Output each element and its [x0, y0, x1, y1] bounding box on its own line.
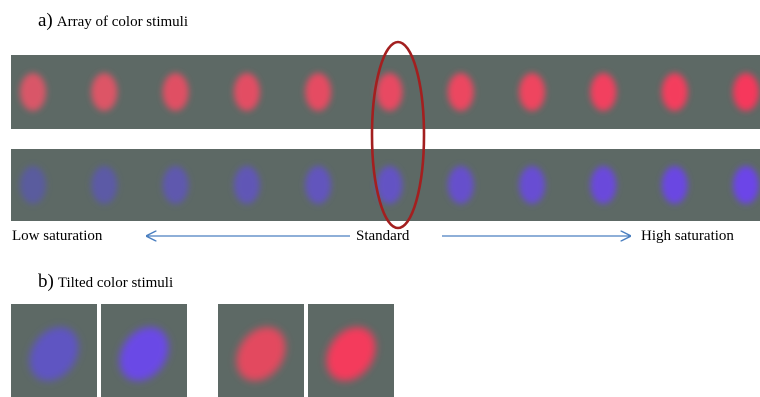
red-stimulus: [233, 73, 260, 111]
tilted-stimulus-ellipse: [326, 327, 376, 381]
panel-a-caption: Array of color stimuli: [56, 14, 188, 30]
red-stimulus: [590, 73, 617, 111]
blue-stimulus: [162, 166, 189, 204]
blue-stimulus: [661, 166, 688, 204]
standard-highlight-ellipse: [370, 40, 426, 230]
tilted-stimuli-group: [11, 304, 394, 397]
blue-stimulus: [590, 166, 617, 204]
red-stimulus-row: [20, 73, 759, 111]
panel-b-heading: b) Tilted color stimuli: [38, 271, 173, 293]
blue-stimulus: [20, 166, 46, 204]
tilted-stimulus-ellipse: [236, 327, 286, 381]
panel-b-caption: Tilted color stimuli: [57, 275, 174, 291]
blue-stimulus: [233, 166, 260, 204]
blue-stimulus: [305, 166, 332, 204]
standard-label: Standard: [356, 228, 410, 244]
blue-stimulus: [733, 166, 759, 204]
tilted-stimulus-ellipse: [119, 327, 169, 381]
red-stimulus: [661, 73, 688, 111]
low-saturation-label: Low saturation: [12, 228, 103, 244]
red-stimulus: [91, 73, 118, 111]
red-stimulus: [376, 73, 403, 111]
panel-b-letter: b): [38, 271, 54, 292]
red-stimulus: [447, 73, 474, 111]
blue-stimulus: [91, 166, 118, 204]
tilted-stimulus-ellipse: [29, 327, 79, 381]
blue-stimulus-row: [20, 166, 759, 204]
red-stimulus: [162, 73, 189, 111]
red-stimulus: [519, 73, 546, 111]
blue-stimulus: [376, 166, 403, 204]
red-stimulus: [20, 73, 46, 111]
panel-a-heading: a) Array of color stimuli: [38, 10, 188, 32]
blue-stimulus: [447, 166, 474, 204]
panel-a-letter: a): [38, 10, 53, 31]
red-stimulus: [305, 73, 332, 111]
blue-stimulus: [519, 166, 546, 204]
red-stimulus: [733, 73, 759, 111]
high-saturation-label: High saturation: [641, 228, 734, 244]
